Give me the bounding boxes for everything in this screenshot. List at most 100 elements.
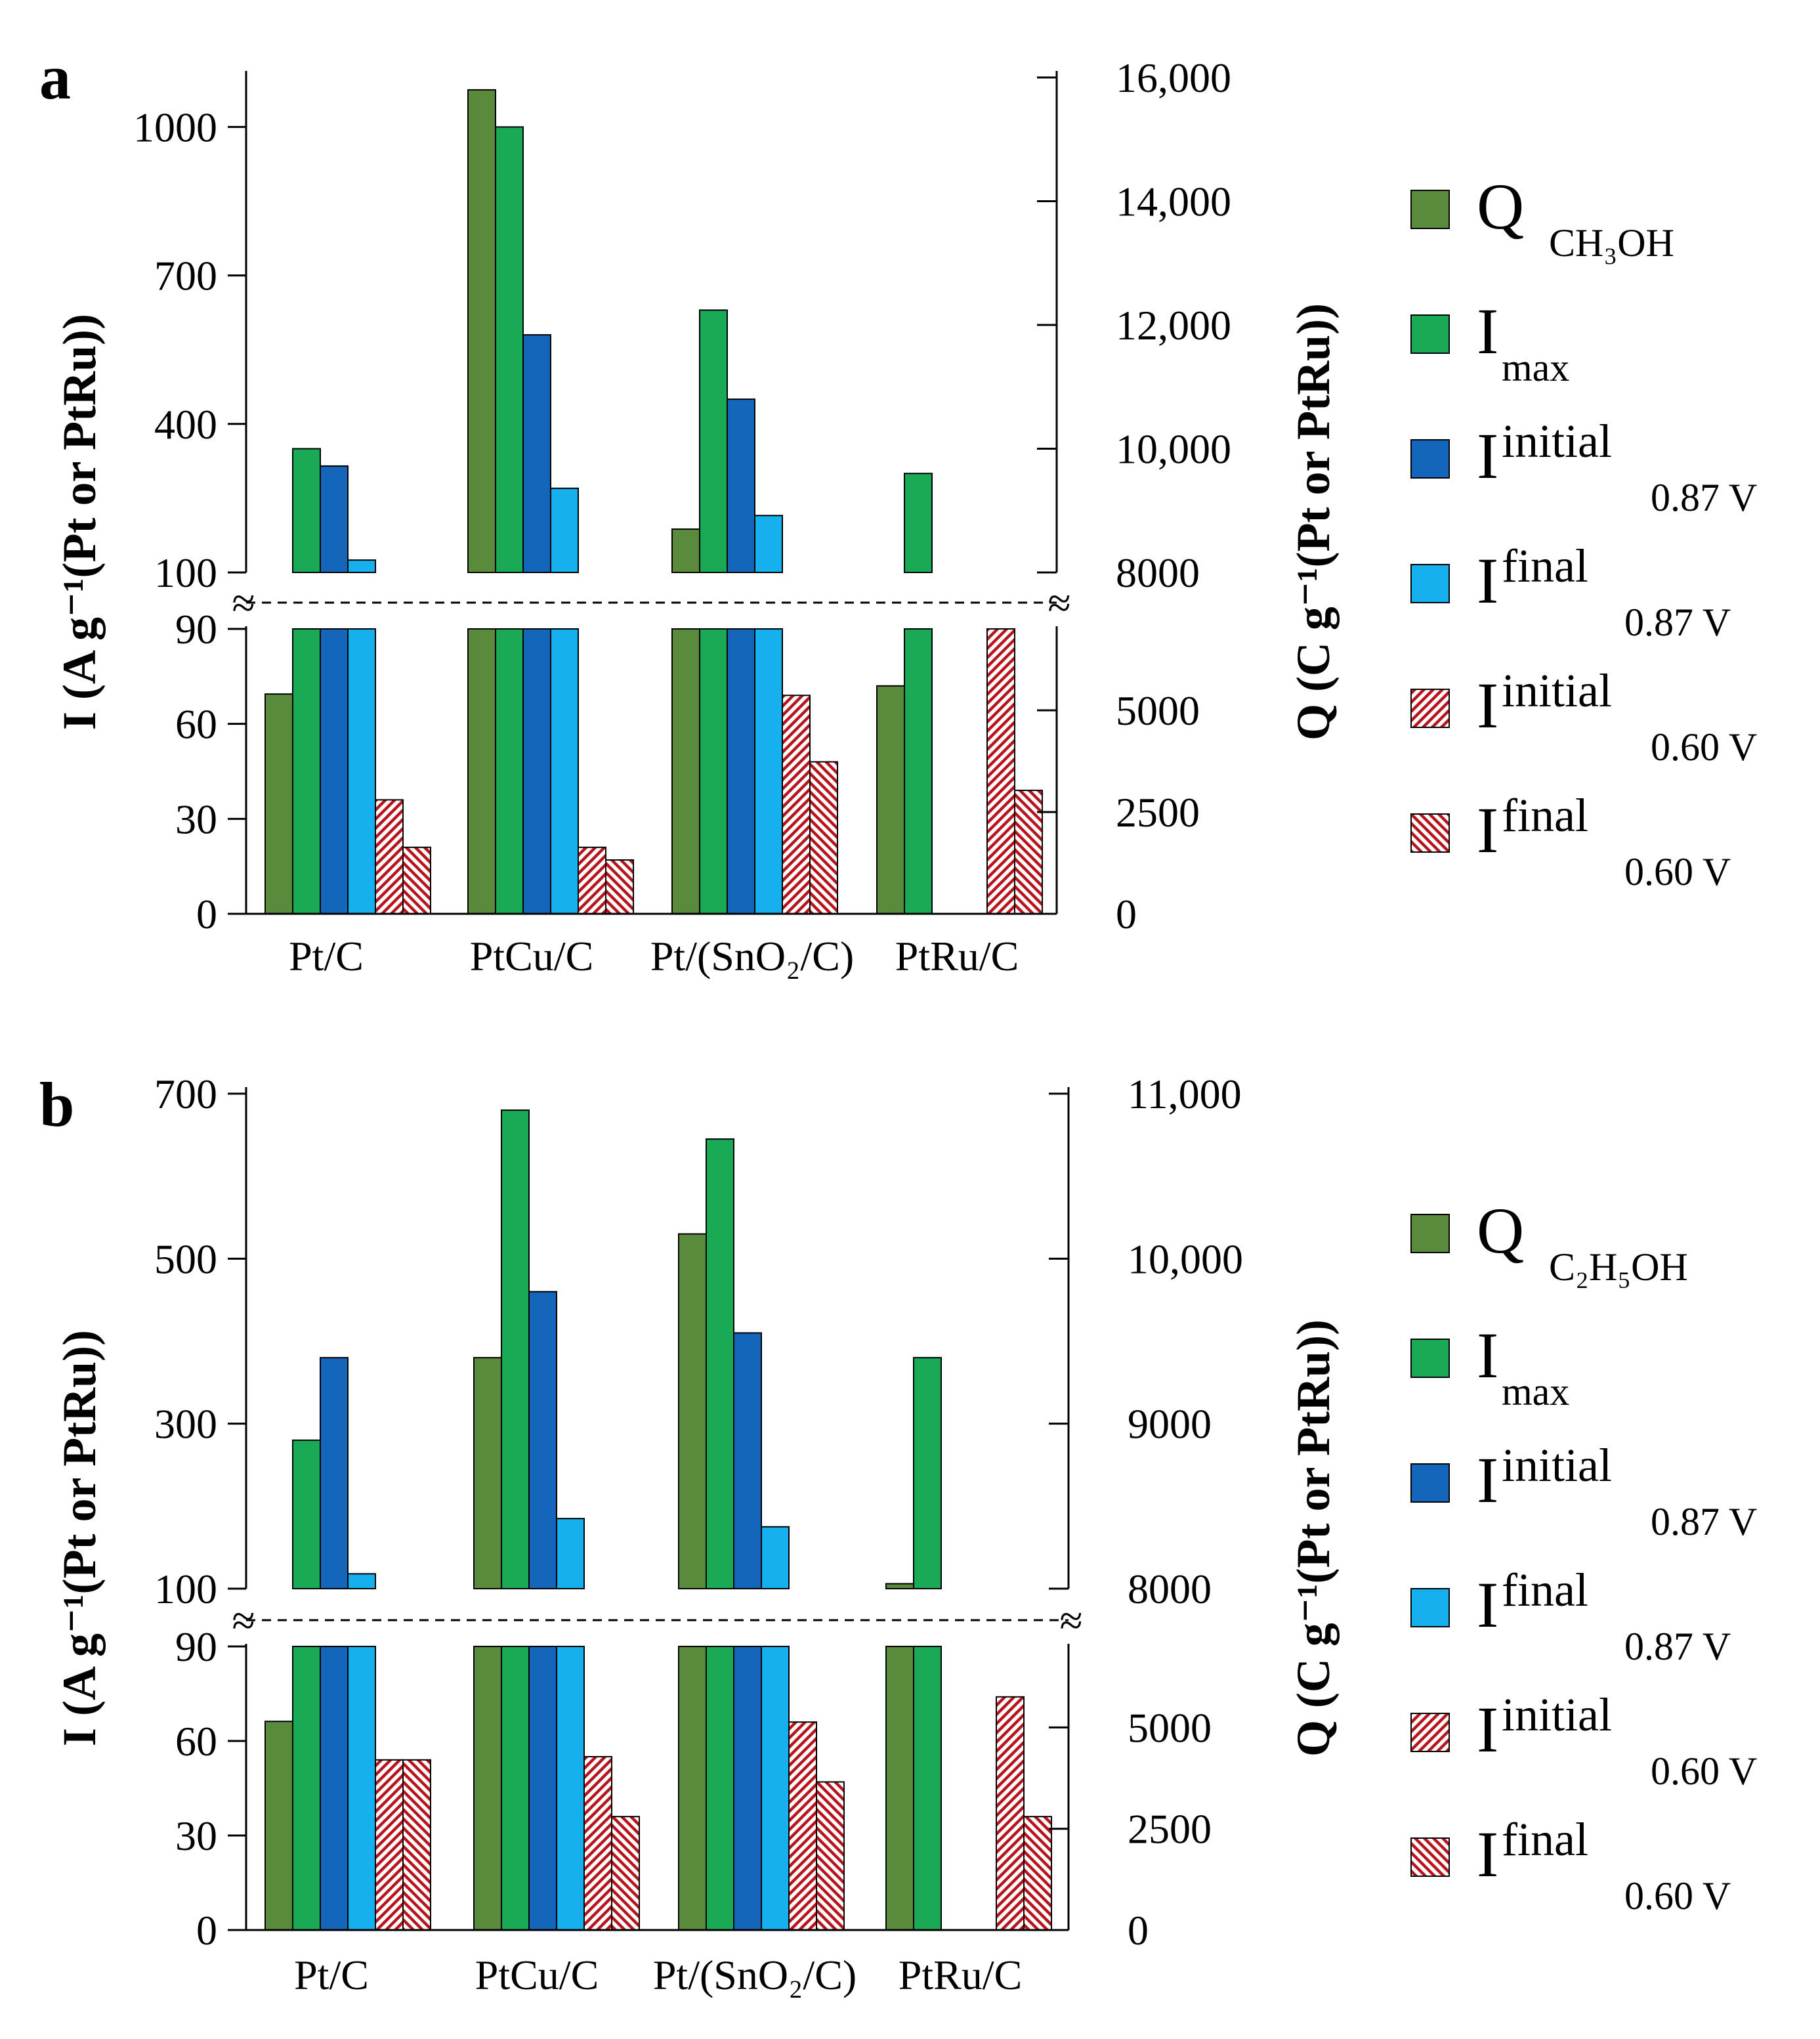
axis-break-mark-right: ≈ [1048,580,1070,626]
bar-q-3-upper [885,1583,914,1589]
left-tick-label: 0 [196,1907,217,1954]
bar-q-2-lower [671,628,700,914]
y-axis-title-left: I (A g⁻¹(Pt or PtRu)) [53,314,106,730]
bar-imax-2-upper [706,1138,734,1590]
bar-imax-1-upper [501,1109,530,1589]
bar-init060-1-lower [583,1756,612,1931]
bars [265,89,1043,915]
left-tick-label: 700 [154,253,217,299]
category-label: Pt/C [294,1952,369,1998]
axes: ≈ ≈ [232,71,1071,915]
right-tick-label: 10,000 [1128,1235,1243,1282]
legend-swatch [1410,1588,1450,1627]
legend-swatch [1410,314,1450,354]
right-tick-label: 5000 [1116,687,1200,734]
bar-q-2-upper [678,1233,707,1589]
bar-imax-0-lower [292,1646,321,1931]
panel-label: b [39,1069,74,1140]
bar-imax-3-upper [913,1357,942,1589]
legend-sub: max [1502,1370,1569,1413]
legend-sup: final [1502,540,1588,592]
bar-init087-1-upper [522,334,551,573]
bar-final087-0-upper [347,1573,376,1589]
legend-sup: initial [1502,415,1612,467]
bar-init060-0-lower [375,1759,404,1931]
bar-imax-1-lower [495,628,524,914]
legend-swatch [1410,813,1450,853]
legend-swatch [1410,1339,1450,1378]
legend-sup: initial [1502,1688,1612,1741]
legend-sup: final [1502,789,1588,842]
legend-main: I [1477,669,1498,742]
bar-init087-1-lower [528,1646,557,1931]
left-tick-label: 500 [154,1235,217,1282]
bar-final087-2-upper [754,515,783,573]
legend-swatch [1410,439,1450,479]
bar-final087-2-upper [761,1526,790,1589]
left-tick-label: 90 [175,606,217,653]
bar-q-1-upper [467,89,496,574]
y-axis-title-right: Q (C g⁻¹(Pt or PtRu)) [1287,303,1340,740]
bar-init087-2-lower [727,628,755,914]
bar-imax-0-upper [292,1439,321,1590]
legend-item-q: Q C₂H₅OH [1410,1194,1688,1289]
bar-final087-2-lower [761,1646,790,1931]
legend-main: I [1477,1693,1498,1766]
bar-final087-1-upper [550,487,579,573]
panel-a: a≈ ≈10040070010000306090800010,00012,0001… [39,42,1757,979]
category-label: PtRu/C [899,1952,1023,1998]
bar-imax-2-lower [699,628,728,914]
right-tick-label: 2500 [1116,789,1200,836]
left-tick-label: 0 [196,891,217,937]
bar-q-2-lower [678,1646,707,1931]
legend-sub: 0.87 V [1651,476,1757,519]
right-tick-label: 0 [1116,891,1137,937]
legend-swatch [1410,190,1450,229]
bar-init087-1-lower [522,628,551,914]
panel-b: b≈ ≈10030050070003060908000900010,00011,0… [39,1069,1757,1998]
legend-sub: max [1502,346,1569,389]
bars [265,1109,1052,1931]
category-label: PtRu/C [895,933,1019,979]
bar-init060-3-lower [986,628,1015,914]
bar-final087-0-lower [347,1646,376,1931]
ticks: 100 300 500 700 0 30 60 90 8000 9000 10,000 11,000 0… [154,1071,1243,1954]
legend-sup: final [1502,1813,1588,1866]
bar-q-0-lower [265,693,293,914]
bar-q-1-upper [473,1357,502,1589]
right-tick-label: 0 [1128,1907,1149,1954]
bar-init087-0-upper [320,1357,349,1589]
legend-main: I [1477,544,1498,617]
bar-final060-1-lower [611,1816,640,1931]
bar-final060-0-lower [402,1759,431,1931]
right-tick-label: 10,000 [1116,426,1231,473]
bar-init087-2-upper [733,1332,762,1590]
right-tick-label: 11,000 [1128,1071,1242,1117]
bar-final087-1-lower [550,628,579,914]
bar-final060-1-lower [605,859,634,914]
bar-imax-0-upper [292,448,321,573]
bar-final087-2-lower [754,628,783,914]
legend-sup: initial [1502,1439,1612,1492]
legend-main: Q [1477,1194,1524,1267]
right-tick-label: 12,000 [1116,302,1231,349]
bar-q-0-lower [265,1721,293,1931]
bar-final060-3-lower [1023,1816,1052,1931]
legend-main: I [1477,1319,1498,1392]
bar-imax-2-lower [706,1646,734,1931]
axes: ≈ ≈ [232,1087,1083,1931]
bar-q-1-lower [467,628,496,914]
legend-main: I [1477,794,1498,867]
left-tick-label: 700 [154,1071,217,1117]
right-tick-label: 9000 [1128,1401,1212,1448]
bar-init087-0-lower [320,1646,349,1931]
